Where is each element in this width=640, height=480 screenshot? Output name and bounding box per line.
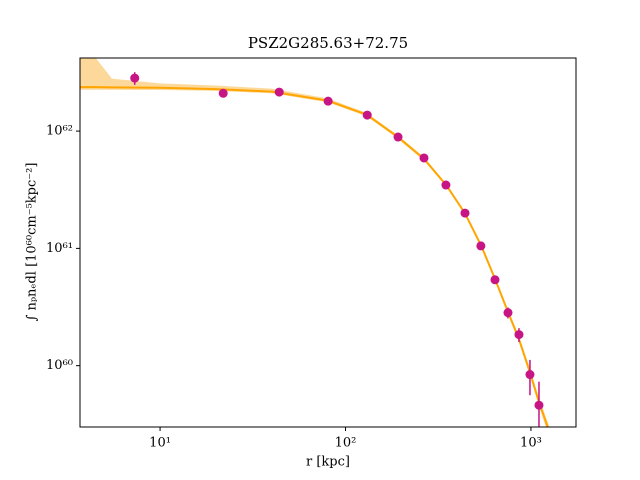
data-point [525,370,535,380]
data-point [534,400,544,410]
data-point [274,87,284,97]
data-point [393,132,403,142]
chart-title: PSZ2G285.63+72.75 [248,34,408,52]
x-tick-label: 10³ [520,436,542,451]
data-point [218,88,228,98]
data-point [460,208,470,218]
data-point [441,180,451,190]
y-tick-label: 10⁶⁰ [46,358,73,373]
y-axis-label: ∫ nₚnₑdl [10⁶⁰cm⁻⁵kpc⁻²] [25,163,40,322]
data-point [323,96,333,106]
y-tick-label: 10⁶² [46,124,73,139]
data-point [362,110,372,120]
x-tick-label: 10¹ [149,436,171,451]
data-point [503,308,513,318]
plot-area [80,58,549,427]
x-axis-label: r [kpc] [306,455,350,470]
data-point [130,73,140,83]
data-point [514,330,524,340]
data-point [490,275,500,285]
x-tick-label: 10² [335,436,357,451]
axes-frame [79,57,577,428]
y-tick-label: 10⁶¹ [46,241,73,256]
data-point [476,241,486,251]
data-point [419,153,429,163]
